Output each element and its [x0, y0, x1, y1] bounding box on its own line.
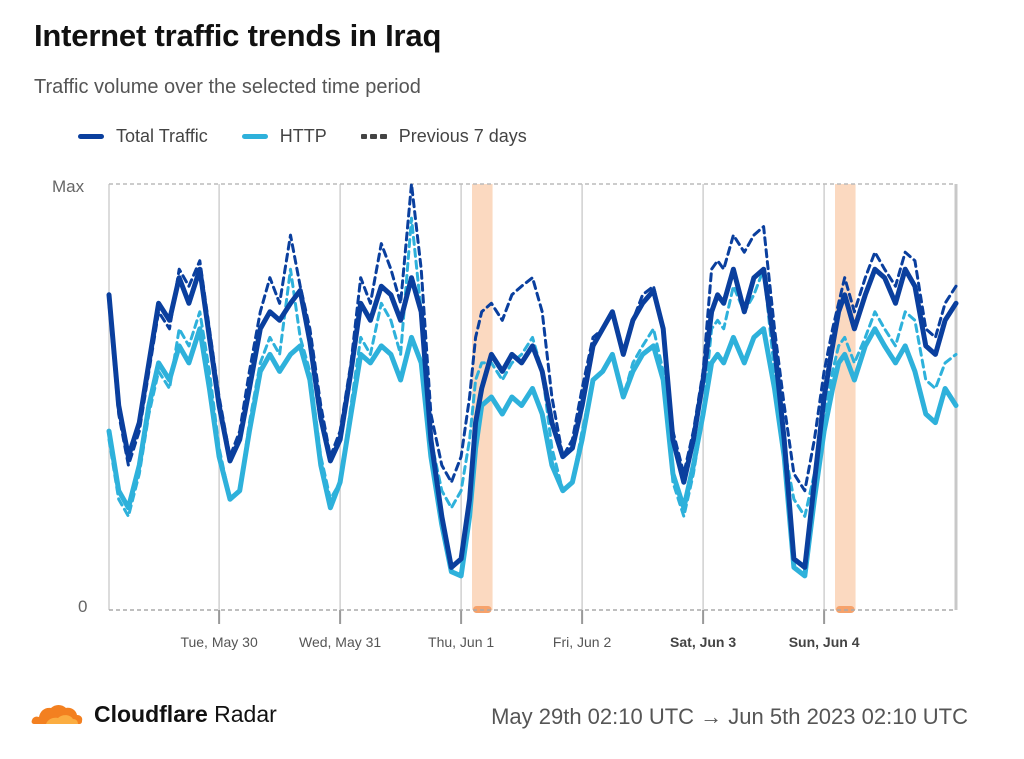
legend-swatch-http [241, 134, 268, 139]
legend-label-total: Total Traffic [116, 126, 208, 146]
y-tick-label-zero: 0 [78, 597, 87, 616]
highlight-range-1 [835, 184, 856, 610]
chart-title: Internet traffic trends in Iraq [34, 18, 442, 53]
x-tick-label-2: Thu, Jun 1 [428, 634, 494, 650]
series-line-previous-7-days-total-traffic- [107, 182, 958, 493]
cloud-logo-icon [31, 705, 83, 724]
legend-label-previous: Previous 7 days [398, 126, 527, 146]
legend-item-previous-7-days[interactable]: Previous 7 days [360, 126, 527, 147]
legend-item-total-traffic[interactable]: Total Traffic [78, 126, 208, 147]
x-tick-label-3: Fri, Jun 2 [553, 634, 612, 650]
x-tick-label-4: Sat, Jun 3 [670, 634, 736, 650]
series-line-http [106, 326, 959, 579]
legend-label-http: HTTP [279, 126, 327, 146]
chart-legend: Total Traffic HTTP Previous 7 days [78, 126, 561, 147]
x-tick-label-0: Tue, May 30 [180, 634, 258, 650]
brand-name: Cloudflare Radar [94, 700, 277, 727]
cloudflare-radar-logo[interactable]: Cloudflare Radar [30, 700, 277, 728]
legend-item-http[interactable]: HTTP [241, 126, 327, 147]
chart-subtitle: Traffic volume over the selected time pe… [34, 76, 421, 98]
series-line-total-traffic [106, 266, 959, 570]
y-tick-label-max: Max [52, 177, 85, 196]
x-tick-label-5: Sun, Jun 4 [789, 634, 860, 650]
x-tick-label-1: Wed, May 31 [299, 634, 381, 650]
traffic-chart: Max 0 Tue, May 30 Wed, May 31 Thu, Jun 1 Fri,… [52, 177, 959, 650]
date-range-label: May 29th 02:10 UTC → Jun 5th 2023 02:10 … [491, 704, 968, 729]
legend-swatch-previous [360, 134, 387, 139]
legend-swatch-total [78, 134, 104, 139]
